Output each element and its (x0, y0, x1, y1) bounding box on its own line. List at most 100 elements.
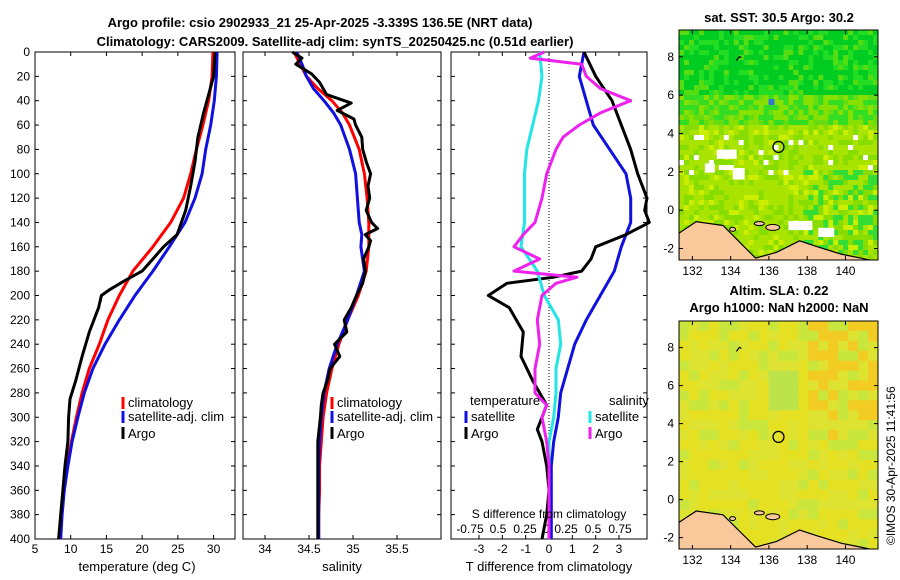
map-cell (843, 150, 849, 156)
map-cell (818, 40, 824, 46)
map-cell (828, 205, 834, 211)
map-cell (728, 40, 735, 46)
map-cell (788, 60, 795, 66)
series-line-satellite-adj-clim (295, 51, 366, 539)
map-cell (828, 390, 839, 401)
map-cell (808, 410, 819, 421)
map-cell (838, 205, 844, 211)
map-cell (698, 35, 705, 41)
map-cell (848, 145, 854, 151)
map-cell (693, 110, 700, 116)
map-cell (833, 155, 839, 161)
map-cell (818, 50, 824, 56)
map-cell (838, 370, 849, 382)
map-cell (818, 35, 824, 41)
map-cell (753, 30, 760, 36)
map-cell (763, 125, 770, 131)
map-cell (773, 110, 780, 116)
map-cell (703, 115, 710, 121)
map-cell (808, 90, 814, 96)
map-cell (743, 45, 750, 51)
map-cell (708, 220, 715, 226)
depth-tick-label: 300 (10, 410, 30, 424)
map-cell (778, 210, 785, 216)
map-cell (753, 40, 760, 46)
map-cell (848, 400, 859, 411)
map-cell (808, 469, 819, 481)
map-cell (718, 90, 725, 96)
map-cell (833, 45, 839, 51)
map-cell (783, 125, 790, 131)
map-cell (788, 125, 795, 131)
map-cell (758, 105, 765, 111)
map-cell (833, 175, 839, 181)
map-cell (693, 205, 700, 211)
map-cell (723, 135, 730, 141)
map-cell (768, 60, 775, 66)
map-cell (848, 420, 859, 431)
map-cell (738, 130, 745, 136)
map-cell (863, 75, 869, 81)
map-cell (738, 235, 745, 241)
map-cell (788, 340, 799, 352)
map-cell (723, 130, 730, 136)
map-cell (828, 75, 834, 81)
map-cell (793, 100, 799, 106)
map-cell (863, 90, 869, 96)
map-cell (813, 150, 819, 156)
map-cell (753, 55, 760, 61)
map-cell (783, 165, 790, 171)
map-cell (873, 250, 878, 256)
map-cell (708, 449, 720, 461)
map-cell (748, 499, 760, 510)
map-cell (698, 459, 710, 471)
map-cell (808, 150, 814, 156)
map-cell (788, 449, 799, 461)
map-cell (808, 170, 814, 176)
map-cell (873, 45, 878, 51)
map-cell (873, 105, 878, 111)
map-cell (698, 50, 705, 56)
map-cell (873, 90, 878, 96)
map-cell (748, 321, 760, 332)
map-cell (843, 170, 849, 176)
map-cell (828, 110, 834, 116)
map-cell (783, 45, 790, 51)
map-cell (808, 160, 814, 166)
map-cell (868, 360, 878, 372)
map-cell (758, 215, 765, 221)
map-cell (698, 430, 710, 441)
map-cell (858, 321, 869, 332)
map-cell (693, 170, 700, 176)
map-cell (808, 70, 814, 76)
x-tick-label: -1 (520, 542, 531, 556)
map-cell (773, 55, 780, 61)
map-cell (828, 65, 834, 71)
map-cell (723, 90, 730, 96)
map-cell (679, 489, 690, 500)
map-cell (858, 115, 864, 121)
map-cell (708, 175, 715, 181)
map-cell (728, 330, 740, 342)
map-cell (863, 150, 869, 156)
map-cell (818, 200, 824, 206)
map-cell (868, 75, 874, 81)
map-cell (873, 205, 878, 211)
figure-title-line2: Climatology: CARS2009. Satellite-adj cli… (97, 34, 574, 49)
map-cell (758, 195, 765, 201)
map-cell (793, 110, 799, 116)
map-cell (793, 70, 799, 76)
map-cell (848, 65, 854, 71)
map-cell (763, 160, 770, 166)
map-cell (738, 210, 745, 216)
map-cell (843, 140, 849, 146)
map-cell (758, 140, 765, 146)
map-cell (798, 215, 804, 221)
map-cell (848, 230, 854, 236)
map-cell (873, 140, 878, 146)
map-cell (738, 135, 745, 141)
map-cell (713, 195, 720, 201)
map-cell (738, 115, 745, 121)
map-cell (728, 469, 740, 481)
